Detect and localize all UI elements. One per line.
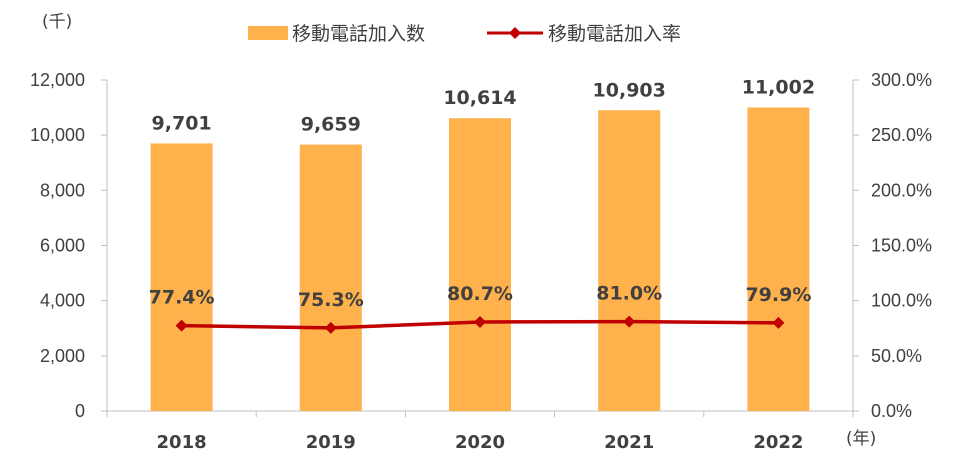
right-tick-label: 50.0% — [871, 346, 922, 366]
x-label-2020: 2020 — [455, 432, 505, 453]
right-tick-label: 100.0% — [871, 291, 932, 311]
bars — [150, 107, 810, 412]
right-tick-label: 200.0% — [871, 180, 932, 200]
rate-line — [175, 315, 785, 334]
x-label-2018: 2018 — [157, 432, 207, 453]
right-tick-labels: 0.0% 50.0% 100.0% 150.0% 200.0% 250.0% 300.0% — [871, 70, 932, 421]
right-tick-label: 250.0% — [871, 125, 932, 145]
legend: 移動電話加入数 移動電話加入率 — [248, 23, 681, 45]
x-label-2021: 2021 — [604, 432, 654, 453]
left-tick-label: 6,000 — [40, 236, 85, 256]
x-axis-unit: (年) — [846, 429, 876, 449]
x-label-2019: 2019 — [306, 432, 356, 453]
rate-point-2018 — [175, 319, 188, 332]
rate-point-2020 — [474, 315, 486, 328]
bar-label-2019: 9,659 — [301, 114, 361, 136]
bar-2018 — [150, 143, 213, 412]
right-tick-label: 300.0% — [871, 70, 932, 90]
x-label-2022: 2022 — [753, 432, 803, 453]
rate-label-2018: 77.4% — [149, 287, 215, 309]
left-axis-unit: (千) — [42, 12, 72, 32]
rate-label-2019: 75.3% — [298, 289, 364, 311]
bar-label-2022: 11,002 — [742, 77, 815, 99]
bar-data-labels: 9,701 9,659 10,614 10,903 11,002 — [152, 77, 816, 136]
rate-label-2021: 81.0% — [596, 283, 662, 305]
left-tick-label: 0 — [75, 401, 85, 421]
bar-2021 — [598, 110, 661, 412]
rate-point-2019 — [324, 321, 337, 334]
right-tick-label: 150.0% — [871, 236, 932, 256]
bar-2019 — [299, 144, 362, 412]
left-tick-label: 8,000 — [40, 180, 85, 200]
left-tick-label: 4,000 — [40, 291, 85, 311]
rate-data-labels: 77.4% 75.3% 80.7% 81.0% 79.9% — [149, 283, 812, 311]
bar-2020 — [449, 118, 511, 411]
bar-label-2018: 9,701 — [152, 112, 212, 134]
left-tick-label: 12,000 — [30, 70, 85, 90]
rate-point-2021 — [623, 315, 636, 328]
rate-point-2022 — [772, 316, 785, 329]
bar-label-2021: 10,903 — [593, 79, 666, 101]
left-tick-labels: 0 2,000 4,000 6,000 8,000 10,000 12,000 — [30, 70, 85, 421]
rate-label-2022: 79.9% — [745, 284, 811, 306]
legend-label-line: 移動電話加入率 — [548, 23, 681, 45]
legend-marker-line — [509, 27, 521, 39]
bar-label-2020: 10,614 — [443, 87, 516, 109]
rate-label-2020: 80.7% — [447, 283, 513, 305]
right-tick-label: 0.0% — [871, 401, 912, 421]
left-tick-label: 2,000 — [40, 346, 85, 366]
legend-swatch-bar — [248, 26, 288, 40]
left-tick-label: 10,000 — [30, 125, 85, 145]
x-tick-labels: 2018 2019 2020 2021 2022 — [157, 432, 804, 453]
legend-label-bar: 移動電話加入数 — [292, 23, 425, 45]
bar-2022 — [747, 107, 810, 411]
